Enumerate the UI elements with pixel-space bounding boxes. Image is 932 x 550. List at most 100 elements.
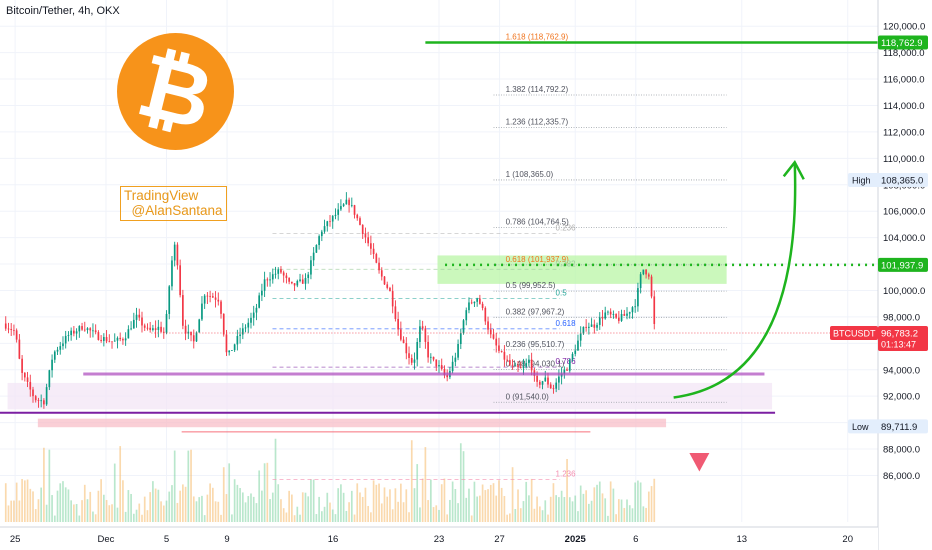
candle-body <box>160 326 162 332</box>
candle-body <box>334 214 337 216</box>
volume-bar <box>380 503 383 522</box>
candle-body <box>359 218 361 225</box>
volume-bar <box>416 464 419 522</box>
volume-bar <box>274 438 277 522</box>
volume-bar <box>252 496 255 522</box>
volume-bar <box>579 485 582 522</box>
candle-body <box>67 335 70 336</box>
volume-bar <box>23 480 26 522</box>
candle-body <box>380 270 383 277</box>
candle-body <box>154 328 157 330</box>
volume-bar <box>653 478 656 522</box>
candle-body <box>421 326 424 329</box>
volume-bar <box>391 509 394 522</box>
volume-bar <box>171 485 173 522</box>
volume-bar <box>364 487 367 522</box>
volume-bar <box>143 496 146 522</box>
volume-bar <box>506 514 508 522</box>
volume-bar <box>511 467 514 522</box>
candle-body <box>372 248 375 255</box>
candle-body <box>639 274 642 289</box>
candle-body <box>566 369 568 371</box>
candle-body <box>552 388 555 390</box>
candle-body <box>462 320 465 334</box>
candle-body <box>277 269 280 274</box>
candle-body <box>162 331 165 333</box>
volume-bar <box>568 497 571 522</box>
candle-body <box>94 330 97 333</box>
volume-bar <box>596 484 598 522</box>
candle-body <box>312 252 315 261</box>
candle-body <box>318 236 320 246</box>
retracement-label: 0.786 <box>556 357 577 366</box>
price-tick-label: 86,000.0 <box>883 471 920 482</box>
last-price-tag-value: 96,783.2 <box>881 328 918 339</box>
candle-body <box>389 287 391 292</box>
volume-bar <box>495 495 498 522</box>
volume-bar <box>489 484 492 522</box>
volume-bar <box>446 514 449 522</box>
volume-bar <box>628 505 631 522</box>
candle-body <box>157 326 160 330</box>
candle-body <box>544 377 547 382</box>
time-tick-label: 6 <box>633 534 638 545</box>
candle-body <box>261 290 263 296</box>
candle-body <box>291 281 293 284</box>
volume-bar <box>108 505 111 522</box>
volume-bar <box>173 450 176 522</box>
last-price-countdown: 01:13:47 <box>881 339 916 349</box>
candle-body <box>476 298 478 302</box>
volume-bar <box>211 487 214 522</box>
candle-body <box>405 343 408 354</box>
author-handle: @AlanSantana <box>131 203 223 218</box>
candle-body <box>271 274 274 280</box>
volume-bar <box>195 501 198 522</box>
volume-bar <box>342 492 345 522</box>
candle-body <box>146 327 149 329</box>
volume-bar <box>519 508 522 522</box>
volume-bar <box>470 515 473 522</box>
volume-bar <box>293 515 296 522</box>
candle-body <box>239 334 241 336</box>
volume-bar <box>350 490 353 522</box>
time-tick-label: Dec <box>98 534 115 545</box>
volume-bar <box>421 478 424 522</box>
candle-body <box>642 269 645 275</box>
candle-body <box>108 341 111 343</box>
candle-body <box>141 317 143 326</box>
candle-body <box>236 335 239 345</box>
candle-body <box>34 396 37 401</box>
volume-bar <box>389 489 391 522</box>
volume-bar <box>192 496 195 522</box>
candle-body <box>53 351 56 360</box>
volume-bar <box>536 496 538 522</box>
candle-body <box>440 365 443 369</box>
volume-bar <box>367 505 369 522</box>
volume-bar <box>329 502 331 522</box>
down-triangle <box>689 453 710 472</box>
candle-body <box>607 311 609 313</box>
volume-bar <box>92 511 94 522</box>
volume-bar <box>304 492 307 522</box>
volume-bar <box>517 489 519 522</box>
price-tick-label: 104,000.0 <box>883 233 925 244</box>
candle-body <box>634 306 637 308</box>
candle-body <box>517 365 519 368</box>
volume-bar <box>280 499 282 522</box>
candle-body <box>228 350 231 353</box>
candle-body <box>64 335 67 344</box>
volume-bar <box>424 447 427 522</box>
candle-body <box>182 295 184 326</box>
fib-level-label: 1.236 (112,335.7) <box>506 117 569 126</box>
volume-bar <box>255 503 258 522</box>
candle-body <box>23 372 26 378</box>
volume-bar <box>182 484 184 522</box>
candle-body <box>628 312 631 314</box>
volume-bar <box>62 481 64 522</box>
volume-bar <box>138 503 141 522</box>
volume-bar <box>217 501 220 522</box>
candle-body <box>484 307 487 322</box>
candle-body <box>43 400 45 405</box>
volume-bar <box>582 493 585 522</box>
